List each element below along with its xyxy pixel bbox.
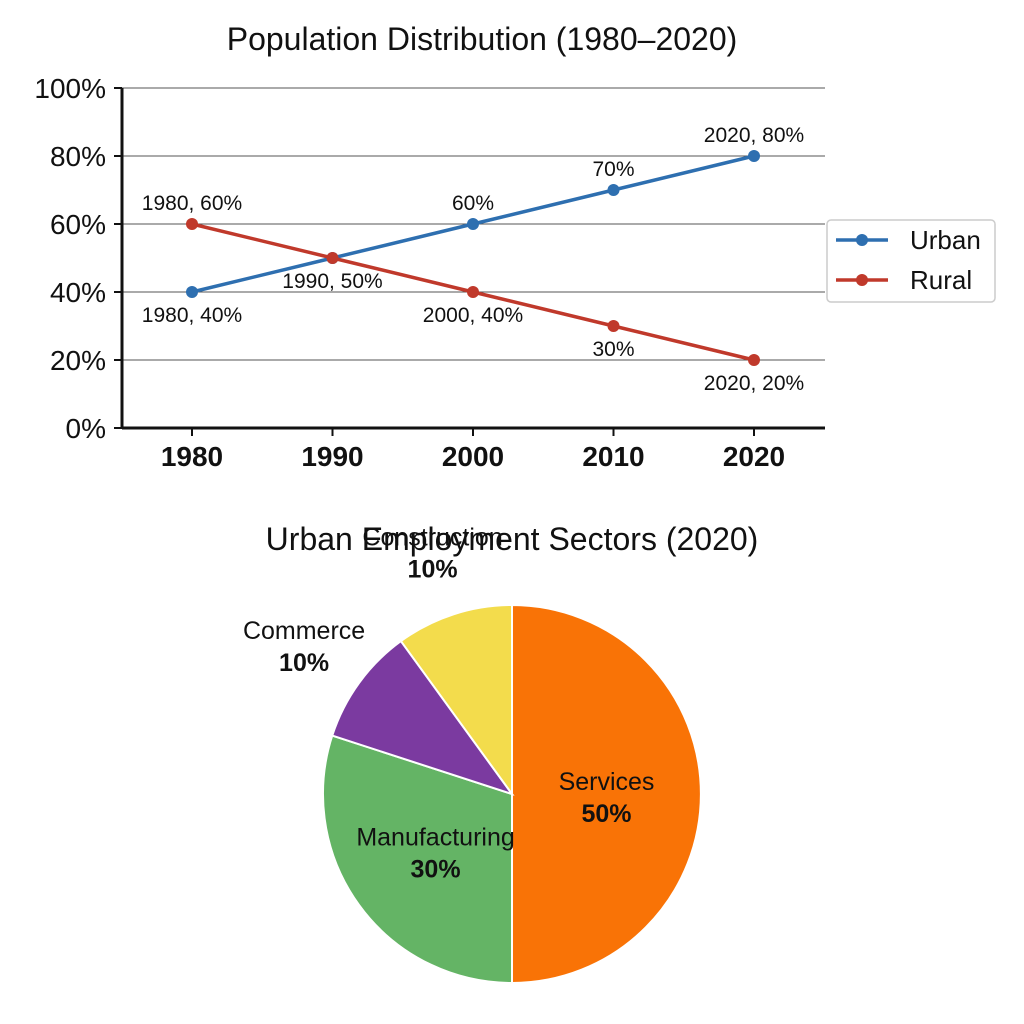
urban-data-label: 70%	[592, 158, 634, 181]
rural-data-point	[467, 286, 479, 298]
urban-data-point	[467, 218, 479, 230]
line-chart-axes	[114, 87, 825, 436]
pie-label-name-construction: Construction	[362, 524, 502, 552]
pie-chart: Urban Employment Sectors (2020) Services…	[243, 521, 759, 985]
pie-slice-services	[511, 603, 702, 985]
pie-chart-title: Urban Employment Sectors (2020)	[266, 521, 759, 557]
legend-marker-urban	[856, 234, 868, 246]
rural-data-point	[186, 218, 198, 230]
rural-data-label: 1990, 50%	[282, 270, 382, 293]
pie-label-value-construction: 10%	[408, 556, 458, 584]
urban-data-label: 60%	[452, 192, 494, 215]
x-tick-label: 1980	[161, 441, 223, 472]
line-chart-legend: Urban Rural	[826, 219, 996, 303]
pie-slice-construction	[399, 603, 513, 798]
y-tick-label: 40%	[50, 277, 106, 308]
line-chart-title: Population Distribution (1980–2020)	[227, 21, 738, 57]
urban-data-point	[607, 184, 620, 196]
rural-data-point	[748, 354, 760, 366]
line-chart-series	[186, 150, 760, 366]
urban-data-point	[186, 286, 198, 298]
legend-label-urban: Urban	[910, 225, 981, 255]
line-chart-x-tick-labels: 1980 1990 2000 2010 2020	[161, 441, 785, 472]
pie-slice-manufacturing	[322, 734, 513, 985]
y-tick-label: 60%	[50, 209, 106, 240]
pie-label-value-manufacturing: 30%	[411, 856, 461, 884]
pie-label-value-commerce: 10%	[279, 649, 329, 677]
legend-marker-rural	[856, 274, 868, 286]
pie-label-value-services: 50%	[581, 800, 631, 828]
pie-label-name-commerce: Commerce	[243, 617, 365, 645]
rural-data-label: 2020, 20%	[704, 372, 804, 395]
pie-chart-labels: Services 50% Manufacturing 30% Commerce 10% Co…	[243, 524, 654, 884]
urban-data-point	[748, 150, 760, 162]
rural-data-label: 2000, 40%	[423, 304, 523, 327]
rural-data-label: 1980, 60%	[142, 192, 242, 215]
line-chart-y-tick-labels: 0% 20% 40% 60% 80% 100%	[34, 73, 106, 444]
x-tick-label: 2020	[723, 441, 785, 472]
y-tick-label: 80%	[50, 141, 106, 172]
pie-chart-slices	[322, 603, 702, 985]
pie-label-name-services: Services	[559, 768, 655, 796]
rural-data-point	[607, 320, 620, 332]
rural-data-point	[326, 252, 339, 264]
pie-label-name-manufacturing: Manufacturing	[356, 824, 514, 852]
line-chart: Population Distribution (1980–2020) 0% 20…	[34, 21, 996, 472]
rural-data-label: 30%	[592, 338, 634, 361]
line-chart-data-labels: 1980, 40% 60% 70% 2020, 80% 1980, 60% 1990, 5…	[142, 124, 804, 395]
legend-label-rural: Rural	[910, 265, 972, 295]
urban-data-label: 2020, 80%	[704, 124, 804, 147]
x-tick-label: 2000	[442, 441, 504, 472]
x-tick-label: 1990	[301, 441, 363, 472]
y-tick-label: 20%	[50, 345, 106, 376]
urban-data-label: 1980, 40%	[142, 304, 242, 327]
y-tick-label: 100%	[34, 73, 106, 104]
y-tick-label: 0%	[66, 413, 106, 444]
x-tick-label: 2010	[582, 441, 644, 472]
pie-slice-commerce	[330, 639, 515, 796]
